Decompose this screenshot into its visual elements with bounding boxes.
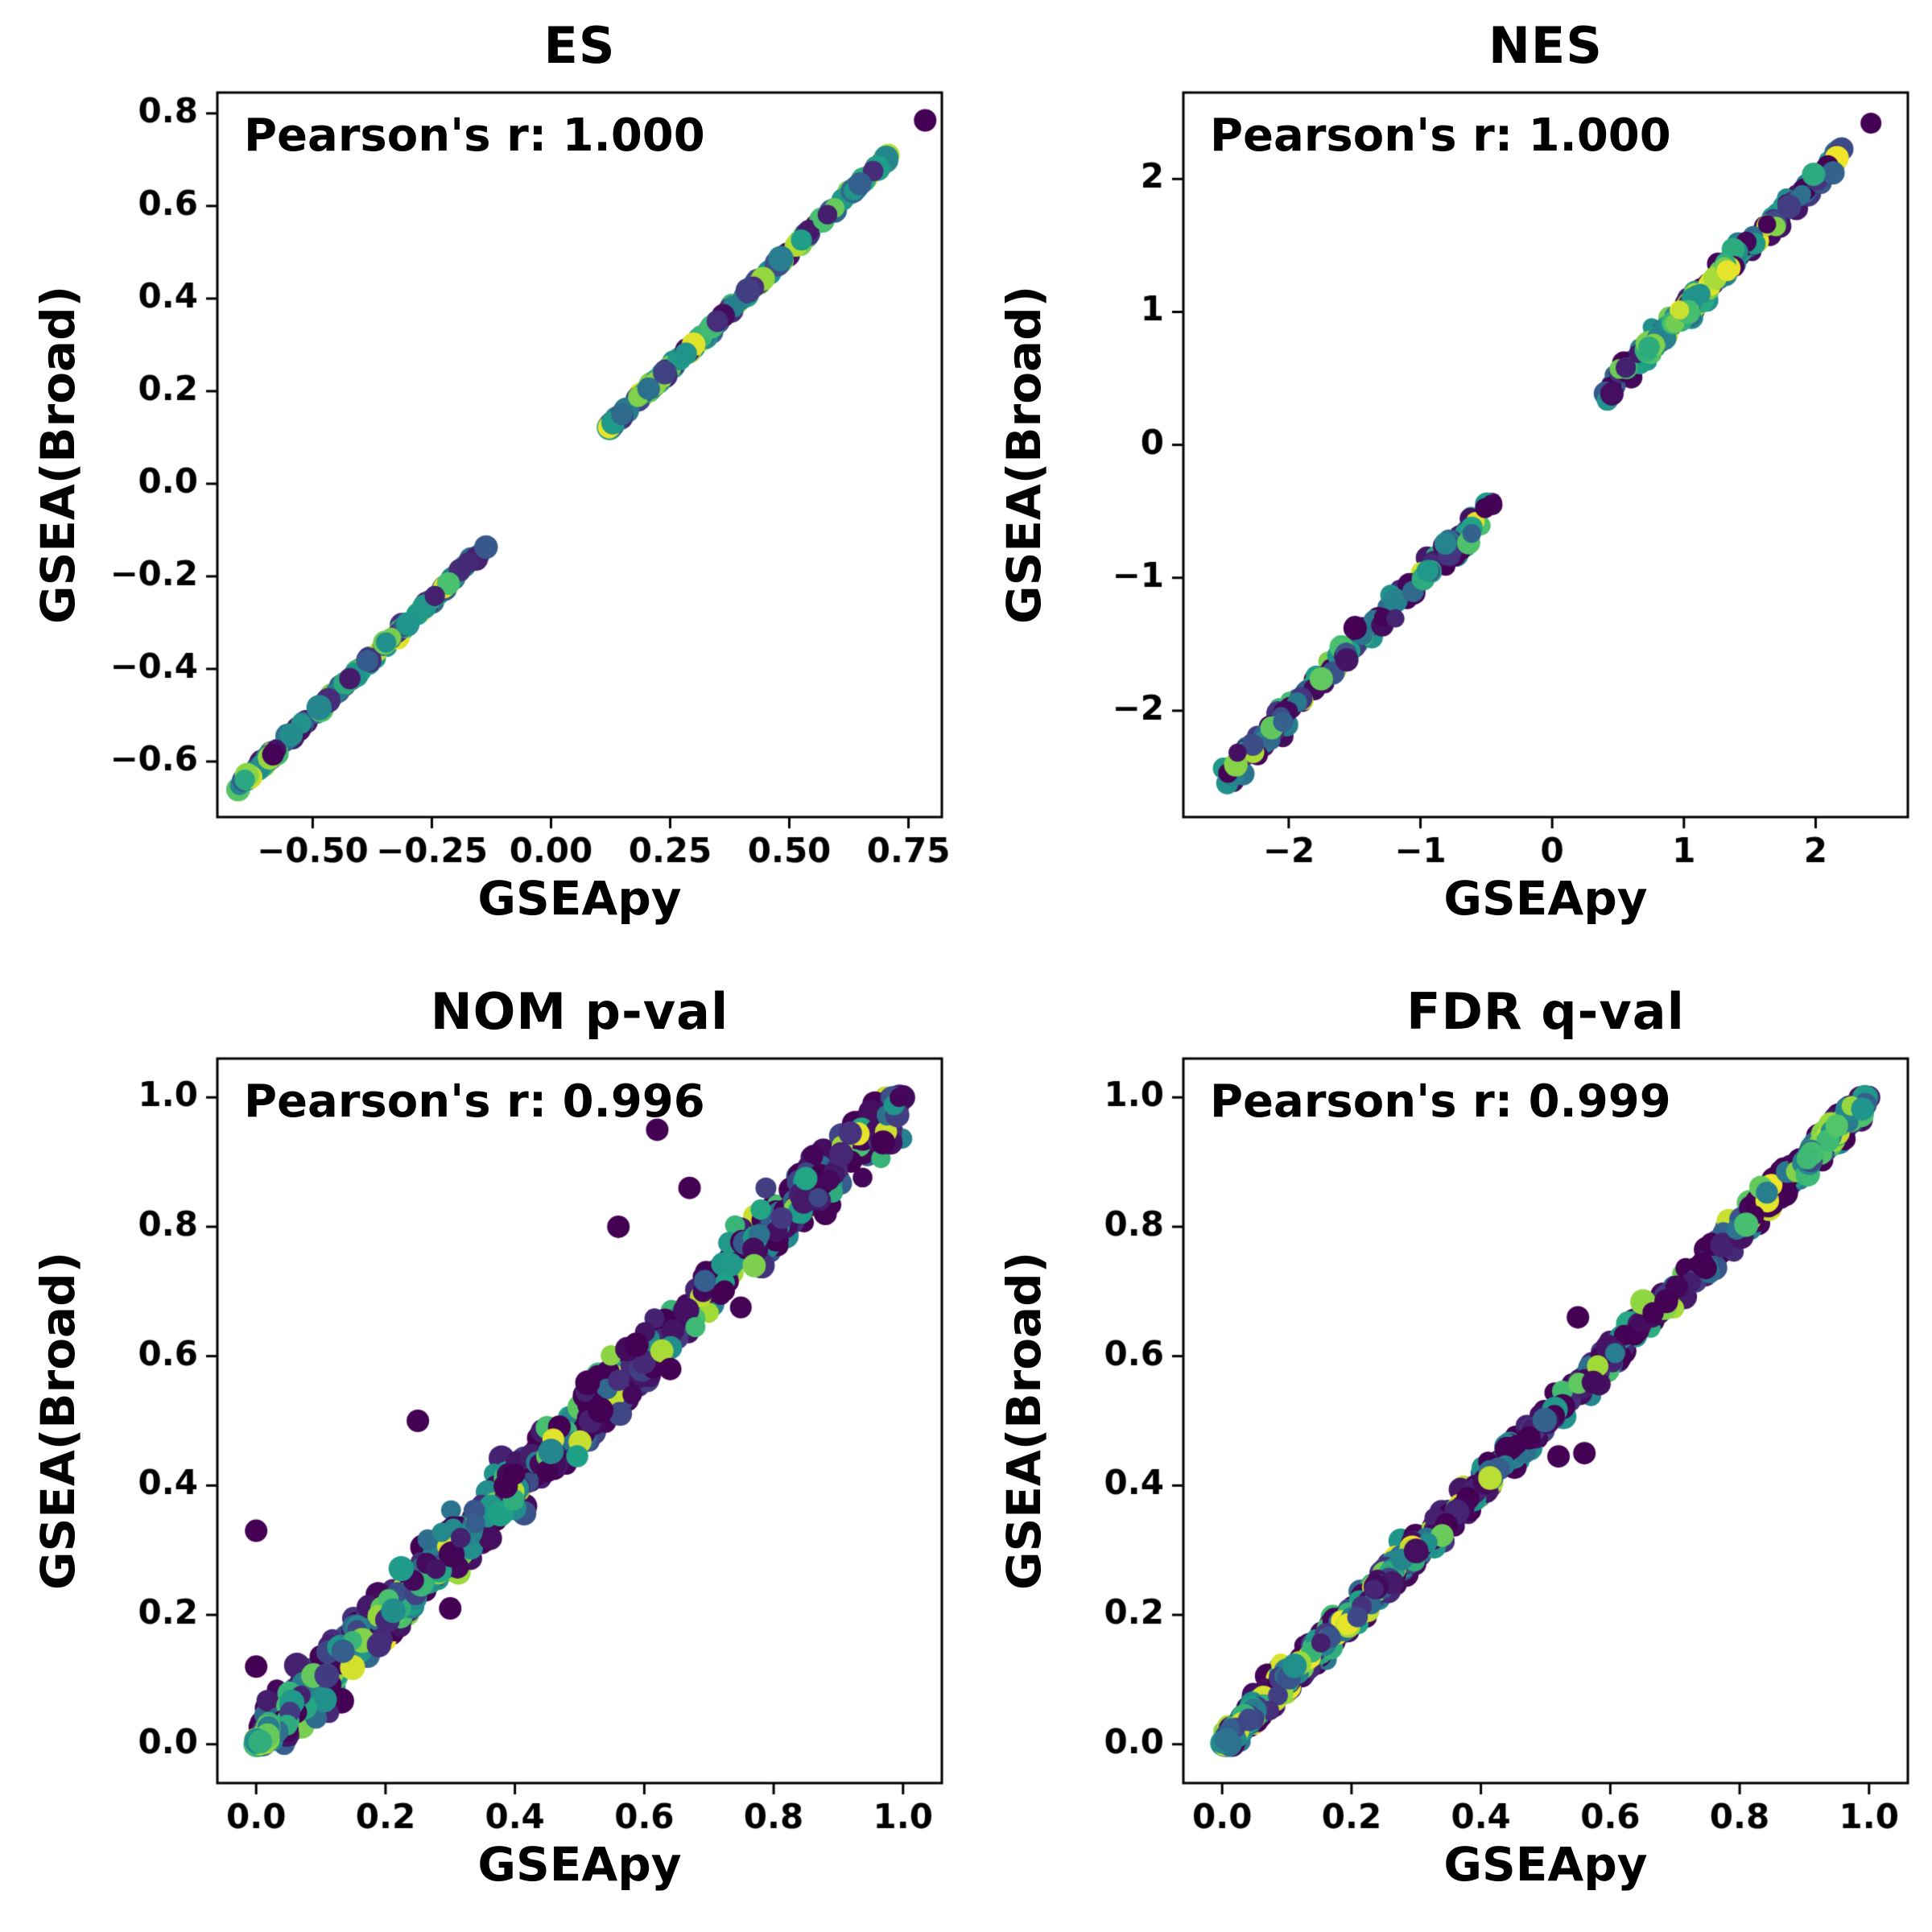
subplot-fdr-qval: FDR q-val Pearson's r: 0.999 GSEApy GSEA… bbox=[966, 966, 1932, 1932]
pearson-r-annotation-nom-pval: Pearson's r: 0.996 bbox=[244, 1075, 705, 1128]
plot-title-nes: NES bbox=[1488, 16, 1603, 75]
x-axis-label-fdr-qval: GSEApy bbox=[1443, 1837, 1648, 1892]
x-axis-label-nom-pval: GSEApy bbox=[477, 1837, 682, 1892]
plot-title-fdr-qval: FDR q-val bbox=[1406, 982, 1685, 1041]
subplot-es: ES Pearson's r: 1.000 GSEApy GSEA(Broad) bbox=[0, 0, 966, 966]
y-axis-label-fdr-qval: GSEA(Broad) bbox=[997, 1251, 1051, 1591]
plot-title-nom-pval: NOM p-val bbox=[430, 982, 729, 1041]
pearson-r-annotation-es: Pearson's r: 1.000 bbox=[244, 109, 705, 162]
es-scatter-canvas bbox=[0, 0, 966, 966]
nom-pval-scatter-canvas bbox=[0, 966, 966, 1932]
y-axis-label-nom-pval: GSEA(Broad) bbox=[31, 1251, 85, 1591]
pearson-r-annotation-nes: Pearson's r: 1.000 bbox=[1210, 109, 1671, 162]
plot-title-es: ES bbox=[543, 16, 616, 75]
fdr-qval-scatter-canvas bbox=[966, 966, 1932, 1932]
nes-scatter-canvas bbox=[966, 0, 1932, 966]
y-axis-label-nes: GSEA(Broad) bbox=[997, 285, 1051, 625]
x-axis-label-es: GSEApy bbox=[477, 871, 682, 926]
subplot-nom-pval: NOM p-val Pearson's r: 0.996 GSEApy GSEA… bbox=[0, 966, 966, 1932]
x-axis-label-nes: GSEApy bbox=[1443, 871, 1648, 926]
y-axis-label-es: GSEA(Broad) bbox=[31, 285, 85, 625]
pearson-r-annotation-fdr-qval: Pearson's r: 0.999 bbox=[1210, 1075, 1671, 1128]
subplot-nes: NES Pearson's r: 1.000 GSEApy GSEA(Broad… bbox=[966, 0, 1932, 966]
